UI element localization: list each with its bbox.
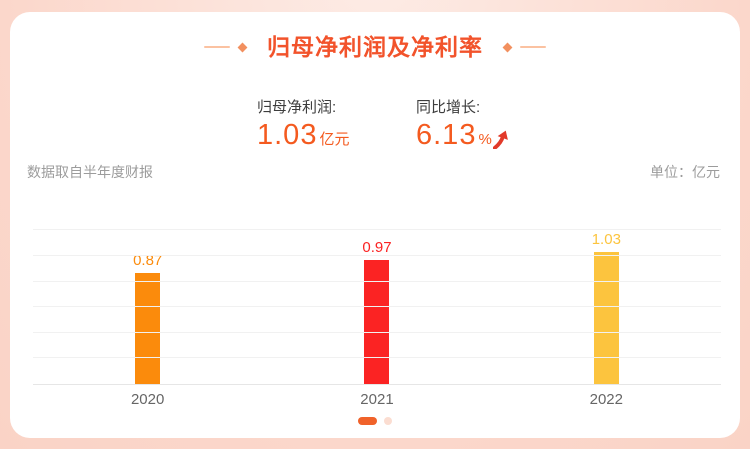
gridline [33,357,721,359]
bar-2020 [135,272,161,384]
gridline [33,229,721,231]
bar-column-2021: 0.97 [262,224,491,384]
bar-value-label-2021: 0.97 [362,238,392,256]
pagination-dot-1[interactable] [358,417,377,425]
title-right-line [520,46,546,48]
bar-column-2022: 1.03 [492,224,721,384]
gridline [33,306,721,308]
bar-column-2020: 0.87 [33,224,262,384]
stat-yoy-growth-value: 6.13 [416,119,477,151]
gridline [33,280,721,282]
x-axis-labels-row: 2020 2021 2022 [33,391,721,408]
x-axis-label-2021: 2021 [360,391,394,408]
bars-row: 0.87 0.97 1.03 [33,224,721,384]
title-left-diamond-icon [237,42,248,52]
bar-2022 [593,252,619,384]
title-left-line [204,46,230,48]
stat-net-profit-label: 归母净利润: [257,99,337,116]
widget-title-row: 归母净利润及净利率 [0,34,750,60]
stat-net-profit: 归母净利润: 1.03 亿元 [257,99,349,150]
plot-area: 0.87 0.97 1.03 [33,225,721,385]
bar-value-label-2022: 1.03 [591,231,621,249]
x-axis-label-2022: 2022 [589,391,623,408]
pagination-dot-2[interactable] [384,417,392,425]
title-right-diamond-icon [502,42,513,52]
stat-net-profit-unit: 亿元 [319,131,350,148]
carousel-pagination [0,417,750,425]
gridline [33,331,721,333]
stat-net-profit-value: 1.03 [257,119,318,151]
data-source-note: 数据取自半年度财报 [27,164,153,180]
stat-yoy-growth: 同比增长: 6.13 % [416,99,510,150]
trend-up-arrow-icon [492,130,508,149]
widget-title: 归母净利润及净利率 [267,34,483,60]
gridline [33,255,721,256]
unit-note: 单位：亿元 [650,164,720,180]
bar-2021 [364,259,390,384]
x-axis-label-2020: 2020 [130,391,165,408]
stat-yoy-growth-percent-sign: % [478,131,492,148]
stat-yoy-growth-label: 同比增长: [416,99,481,116]
